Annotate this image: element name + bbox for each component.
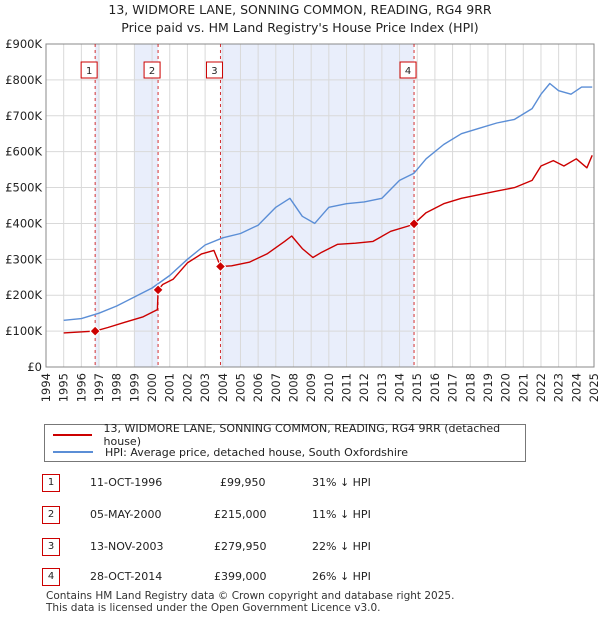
- sale-delta: 31% ↓ HPI: [312, 476, 371, 489]
- y-tick-label: £0: [27, 360, 42, 374]
- sale-price: £279,950: [214, 540, 267, 553]
- x-tick-label: 2018: [463, 373, 477, 402]
- sale-date: 13-NOV-2003: [90, 540, 164, 553]
- x-tick-label: 2021: [516, 373, 530, 402]
- y-tick-label: £600K: [5, 145, 42, 159]
- sale-date: 11-OCT-1996: [90, 476, 163, 489]
- price-chart: £0 £100K £200K £300K £400K £500K £600K £700K £80…: [5, 37, 600, 402]
- shaded-range: [220, 44, 415, 367]
- x-tick-label: 2010: [322, 373, 336, 402]
- x-tick-label: 2004: [216, 373, 230, 402]
- sale-marker-badge: [399, 61, 417, 79]
- sale-marker-label: 1: [86, 66, 92, 77]
- x-tick-label: 1995: [57, 373, 71, 402]
- sale-badge: 2: [42, 506, 60, 524]
- legend-label-hpi: HPI: Average price, detached house, Sout…: [105, 445, 408, 459]
- x-tick-label: 2000: [145, 373, 159, 402]
- x-tick-label: 2016: [428, 373, 442, 402]
- chart-title: 13, WIDMORE LANE, SONNING COMMON, READIN…: [108, 2, 492, 17]
- x-tick-label: 2013: [375, 373, 389, 402]
- x-tick-label: 2002: [180, 373, 194, 402]
- property-line-swatch: [53, 434, 92, 436]
- x-tick-label: 2008: [286, 373, 300, 402]
- hpi-line: [63, 82, 593, 321]
- y-tick-label: £800K: [5, 73, 42, 87]
- x-tick-label: 1997: [92, 373, 106, 402]
- shaded-range: [95, 44, 100, 367]
- sale-point: [89, 325, 101, 337]
- y-tick-label: £100K: [5, 324, 42, 338]
- sale-marker-badge: [80, 61, 98, 79]
- chart-subtitle: Price paid vs. HM Land Registry's House …: [121, 20, 479, 35]
- x-tick-label: 1999: [127, 373, 141, 402]
- sale-point: [152, 284, 164, 296]
- x-tick-label: 1994: [39, 373, 53, 402]
- x-tick-label: 2015: [410, 373, 424, 402]
- y-tick-label: £200K: [5, 288, 42, 302]
- sale-price: £399,000: [214, 570, 267, 583]
- sale-date: 05-MAY-2000: [90, 508, 162, 521]
- legend-item-property: 13, WIDMORE LANE, SONNING COMMON, READIN…: [53, 422, 525, 448]
- x-tick-label: 2003: [198, 373, 212, 402]
- sale-badge: 3: [42, 538, 60, 556]
- hpi-line-swatch: [53, 451, 93, 453]
- sale-marker-label: 2: [149, 66, 155, 77]
- x-tick-label: 2006: [251, 373, 265, 402]
- sale-delta: 26% ↓ HPI: [312, 570, 371, 583]
- x-tick-label: 2025: [587, 373, 600, 402]
- legend-item-hpi: HPI: Average price, detached house, Sout…: [53, 444, 408, 460]
- sale-marker-badge: [143, 61, 161, 79]
- x-tick-label: 2007: [269, 373, 283, 402]
- sale-price: £99,950: [220, 476, 266, 489]
- sale-delta: 11% ↓ HPI: [312, 508, 371, 521]
- sale-badge: 4: [42, 568, 60, 586]
- x-tick-label: 2020: [499, 373, 513, 402]
- y-tick-label: £400K: [5, 216, 42, 230]
- x-tick-label: 2023: [552, 373, 566, 402]
- footer-copyright: Contains HM Land Registry data © Crown c…: [46, 590, 455, 602]
- x-tick-label: 2017: [446, 373, 460, 402]
- plot-frame: [45, 43, 595, 368]
- x-tick-label: 2011: [340, 373, 354, 402]
- sale-badge: 1: [42, 474, 60, 492]
- x-tick-label: 2009: [304, 373, 318, 402]
- x-tick-label: 2019: [481, 373, 495, 402]
- sale-point: [214, 260, 227, 273]
- sale-marker-label: 3: [211, 66, 217, 77]
- legend-label-property: 13, WIDMORE LANE, SONNING COMMON, READIN…: [103, 422, 501, 448]
- x-tick-label: 2005: [233, 373, 247, 402]
- x-tick-label: 1998: [110, 373, 124, 402]
- legend: 13, WIDMORE LANE, SONNING COMMON, READIN…: [44, 422, 526, 462]
- x-tick-label: 1996: [74, 373, 88, 402]
- sale-marker-label: 4: [405, 66, 411, 77]
- x-tick-label: 2022: [534, 373, 548, 402]
- sale-marker-badge: [205, 61, 223, 79]
- y-tick-label: £700K: [5, 109, 42, 123]
- x-tick-label: 2014: [393, 373, 407, 402]
- footer-license: This data is licensed under the Open Gov…: [46, 602, 381, 614]
- y-tick-label: £500K: [5, 181, 42, 195]
- y-tick-label: £900K: [5, 37, 42, 51]
- x-tick-label: 2001: [163, 373, 177, 402]
- sale-price: £215,000: [214, 508, 267, 521]
- sale-delta: 22% ↓ HPI: [312, 540, 371, 553]
- x-tick-label: 2024: [569, 373, 583, 402]
- sale-point: [408, 218, 420, 230]
- y-tick-label: £300K: [5, 252, 42, 266]
- sale-date: 28-OCT-2014: [90, 570, 163, 583]
- x-tick-label: 2012: [357, 373, 371, 402]
